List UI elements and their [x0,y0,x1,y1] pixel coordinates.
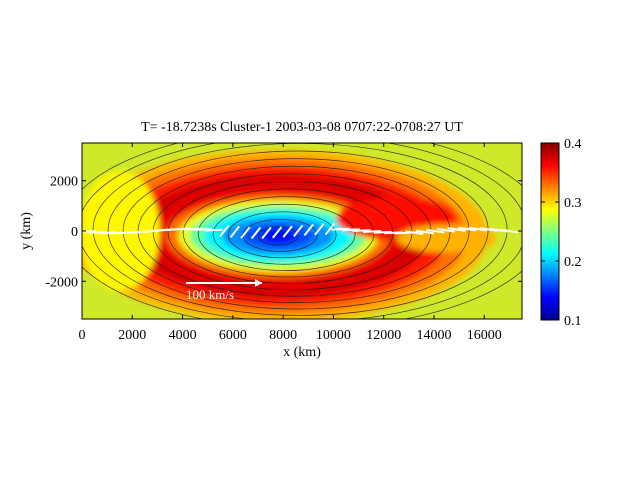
contour-line [82,56,522,80]
velocity-vector [204,228,223,232]
contour-line [82,384,522,410]
contour-line [82,72,522,96]
velocity-vector [194,227,213,231]
chart-title: T= -18.7238s Cluster-1 2003-03-08 0707:2… [141,120,463,135]
velocity-vector [303,223,314,236]
velocity-vector [331,227,350,231]
y-axis: 2000 0 -2000 [45,175,522,290]
velocity-vector [261,226,272,240]
contour-line [82,376,522,402]
velocity-vector [240,226,251,239]
x-axis: 0 2000 4000 6000 8000 10000 12000 14000 16000 [79,143,502,343]
x-tick-label: 14000 [417,328,452,343]
colorbar-tick-label: 0.4 [564,137,582,152]
heatmap-field [82,56,522,418]
velocity-vector [250,226,262,240]
velocity-scale-arrowhead [255,279,262,287]
velocity-vector [458,226,477,232]
velocity-vector [219,224,230,238]
x-tick-label: 4000 [169,328,197,343]
colorbar-tick-label: 0.1 [564,314,582,329]
y-tick-label: 0 [71,225,78,240]
velocity-vector [437,227,456,233]
contour-line [122,158,470,303]
contour-line [82,88,522,112]
velocity-vector [352,229,371,233]
velocity-vector [88,230,107,234]
velocity-vector [373,230,392,234]
velocity-vector [271,226,283,239]
x-tick-label: 6000 [219,328,247,343]
contour-line [82,64,522,88]
contour-line [82,392,522,418]
velocity-vector [468,226,487,232]
contour-line [82,368,522,394]
field-lobe [82,171,160,291]
velocity-vector [500,228,519,234]
velocity-vector [324,222,336,236]
x-tick-label: 0 [79,328,86,343]
x-tick-label: 12000 [366,328,401,343]
velocity-vector [282,225,293,238]
x-tick-label: 8000 [269,328,297,343]
velocity-scale: 100 km/s [186,279,262,302]
velocity-vector [405,230,424,236]
y-tick-label: 2000 [50,175,78,190]
velocity-vector [293,224,304,237]
x-tick-label: 16000 [467,328,502,343]
x-tick-label: 2000 [118,328,146,343]
x-axis-label: x (km) [283,345,321,360]
contour-line [212,203,356,265]
contour-line [257,226,299,246]
colorbar: 0.4 0.3 0.2 0.1 [540,137,582,329]
contour-line [82,360,522,386]
colorbar-tick-label: 0.2 [564,255,582,270]
contour-line [227,211,337,259]
x-tick-label: 10000 [316,328,351,343]
velocity-vector [229,225,241,239]
velocity-vector [82,229,97,233]
y-tick-label: -2000 [45,275,78,290]
velocity-vector [447,227,466,232]
velocity-vector [314,223,325,236]
contour-line [82,96,522,120]
colorbar-tick-label: 0.3 [564,196,582,211]
velocity-vectors [82,222,519,240]
velocity-vector [363,230,382,233]
y-axis-label: y (km) [19,212,34,250]
velocity-vector [341,228,361,232]
velocity-vector [415,229,434,235]
velocity-scale-label: 100 km/s [186,287,234,302]
velocity-vector [426,228,445,234]
colorbar-gradient [540,142,560,321]
colorbar-ticks: 0.4 0.3 0.2 0.1 [541,137,582,329]
contour-line [82,80,522,104]
